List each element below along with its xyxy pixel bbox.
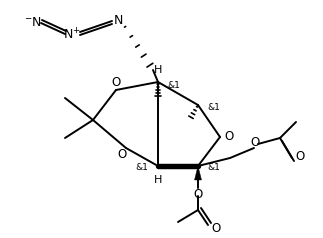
Text: O: O [295, 149, 305, 163]
Text: O: O [193, 188, 203, 200]
Text: O: O [117, 148, 127, 160]
Text: O: O [250, 135, 260, 149]
Text: $^{-}$N: $^{-}$N [24, 15, 42, 29]
Text: &1: &1 [208, 164, 220, 173]
Text: N$^{+}$: N$^{+}$ [63, 27, 81, 43]
Text: &1: &1 [168, 81, 181, 90]
Text: O: O [111, 75, 120, 89]
Text: &1: &1 [208, 103, 220, 111]
Text: O: O [224, 130, 234, 144]
Polygon shape [194, 166, 202, 180]
Text: N: N [113, 14, 123, 26]
Text: H: H [154, 65, 162, 75]
Text: H: H [154, 175, 162, 185]
Text: O: O [211, 223, 221, 235]
Text: &1: &1 [136, 164, 149, 173]
